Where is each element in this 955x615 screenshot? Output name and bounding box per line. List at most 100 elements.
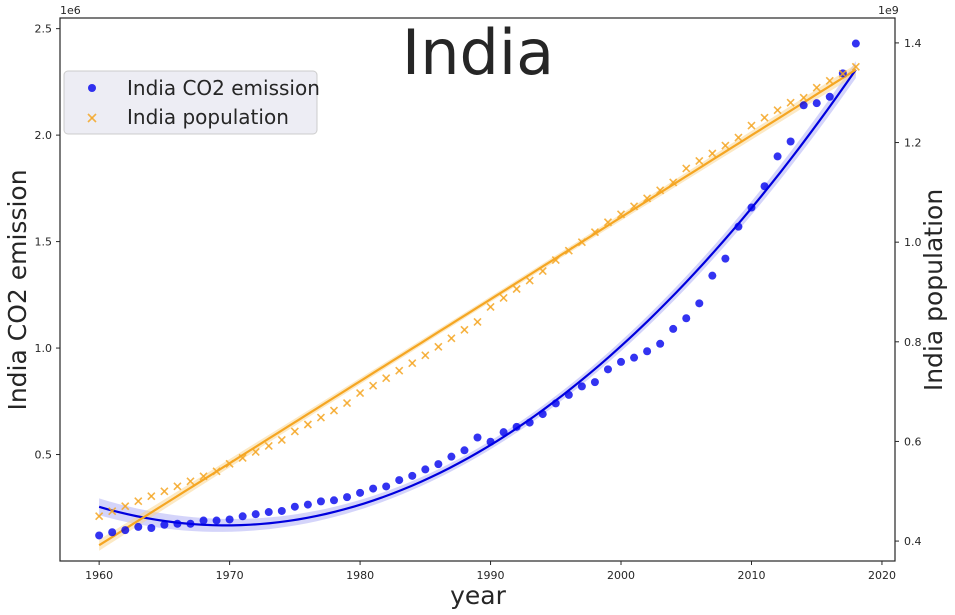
legend-marker-co2 xyxy=(88,84,96,92)
population-point xyxy=(695,156,704,166)
co2-point xyxy=(421,465,430,474)
population-point xyxy=(251,447,260,456)
right-axis-title: India population xyxy=(919,189,948,391)
co2-point xyxy=(264,508,273,517)
population-point xyxy=(473,317,482,326)
left-tick-label: 1.0 xyxy=(35,342,53,355)
population-point xyxy=(342,399,352,408)
population-point xyxy=(134,497,143,506)
co2-point xyxy=(173,519,182,528)
co2-point xyxy=(682,314,691,323)
co2-point xyxy=(708,271,717,280)
population-point xyxy=(851,62,860,71)
plot-frame xyxy=(59,17,896,562)
co2-point xyxy=(812,99,821,108)
left-offset-label: 1e6 xyxy=(60,4,81,17)
x-tick-label: 1980 xyxy=(346,569,374,582)
co2-point xyxy=(486,437,495,446)
left-axis-title: India CO2 emission xyxy=(3,169,32,410)
population-point xyxy=(747,121,756,130)
population-point xyxy=(460,325,469,334)
population-point xyxy=(447,334,456,343)
population-point xyxy=(199,472,208,481)
population-point xyxy=(277,435,286,445)
co2-point xyxy=(395,476,404,485)
co2-point xyxy=(290,502,299,511)
chart-title: India xyxy=(402,16,554,89)
population-point xyxy=(512,284,521,294)
population-point xyxy=(369,381,378,390)
x-tick-label: 2020 xyxy=(868,569,896,582)
population-point xyxy=(799,93,808,102)
regression-lines xyxy=(98,68,857,547)
co2-point xyxy=(577,382,586,391)
right-axis-ticks: 0.4 0.6 0.8 1.0 1.2 1.4 xyxy=(895,37,922,548)
population-point xyxy=(382,374,391,383)
co2-point xyxy=(212,516,221,525)
x-tick-label: 1960 xyxy=(85,569,113,582)
co2-point xyxy=(564,390,573,399)
co2-point xyxy=(747,203,756,212)
population-point xyxy=(121,502,130,511)
right-tick-label: 0.6 xyxy=(904,435,922,448)
co2-point xyxy=(551,399,560,408)
left-tick-label: 1.5 xyxy=(35,236,53,249)
co2-point xyxy=(329,496,338,505)
right-tick-label: 0.4 xyxy=(904,535,922,548)
population-point xyxy=(708,149,717,158)
co2-point xyxy=(343,493,352,502)
population-point xyxy=(264,441,273,450)
fit-line-population xyxy=(98,68,857,547)
x-tick-label: 2000 xyxy=(607,569,635,582)
co2-point xyxy=(825,92,834,101)
co2-point xyxy=(95,531,104,540)
x-axis-title: year xyxy=(450,581,506,610)
co2-point xyxy=(251,510,260,519)
x-axis-ticks: 1960 1970 1980 1990 2000 2010 2020 xyxy=(85,561,896,582)
population-point xyxy=(486,302,495,312)
co2-point xyxy=(773,152,782,161)
co2-point xyxy=(851,39,860,48)
population-point xyxy=(629,202,639,211)
co2-point xyxy=(121,526,130,535)
co2-point xyxy=(538,410,547,419)
co2-point xyxy=(786,137,795,146)
legend-marker-population xyxy=(87,113,97,123)
right-tick-label: 1.2 xyxy=(904,137,922,150)
co2-point xyxy=(643,347,652,356)
legend-label-co2: India CO2 emission xyxy=(127,76,320,100)
co2-point xyxy=(617,357,626,366)
population-point xyxy=(525,276,534,285)
co2-point xyxy=(721,254,730,263)
co2-point xyxy=(499,428,508,437)
co2-point xyxy=(590,378,599,387)
x-tick-label: 1990 xyxy=(477,569,505,582)
population-point xyxy=(238,453,247,462)
co2-point xyxy=(382,482,391,491)
population-point xyxy=(434,342,443,351)
right-tick-label: 1.0 xyxy=(904,236,922,249)
co2-point xyxy=(316,497,325,506)
population-point xyxy=(212,467,221,476)
population-point xyxy=(421,351,430,360)
population-point xyxy=(147,492,156,501)
population-point xyxy=(173,482,182,491)
co2-point xyxy=(512,422,521,431)
legend: India CO2 emission India population xyxy=(63,70,320,135)
co2-point xyxy=(656,339,665,348)
co2-point xyxy=(603,365,612,374)
x-tick-label: 1970 xyxy=(216,569,244,582)
co2-point xyxy=(356,488,365,497)
co2-point xyxy=(134,522,143,531)
co2-point xyxy=(186,519,195,528)
population-point xyxy=(643,194,652,203)
left-tick-label: 0.5 xyxy=(35,449,53,462)
population-point xyxy=(825,76,834,85)
fit-line-co2 xyxy=(98,68,857,527)
population-point xyxy=(721,141,730,150)
data-points xyxy=(95,39,860,540)
co2-point xyxy=(108,528,117,537)
population-point xyxy=(329,406,339,415)
population-point xyxy=(590,228,599,237)
